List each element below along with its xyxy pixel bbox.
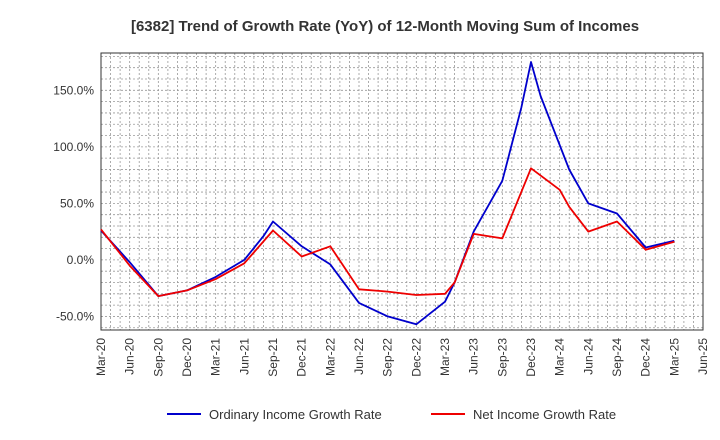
x-tick-label: Sep-21 <box>266 338 280 377</box>
x-tick-label: Mar-25 <box>667 338 681 376</box>
y-tick-label: 150.0% <box>53 83 94 97</box>
x-tick-label: Mar-23 <box>438 338 452 376</box>
x-tick-label: Dec-23 <box>524 338 538 377</box>
x-tick-label: Dec-22 <box>409 338 423 377</box>
legend-label: Ordinary Income Growth Rate <box>209 407 382 422</box>
x-tick-label: Dec-24 <box>639 338 653 377</box>
y-tick-label: -50.0% <box>56 309 94 323</box>
y-axis: 150.0% 100.0% 50.0% 0.0% -50.0% <box>53 83 94 323</box>
x-tick-label: Sep-24 <box>610 338 624 377</box>
series-line-net-income <box>100 167 675 298</box>
x-tick-label: Dec-20 <box>180 338 194 377</box>
y-tick-label: 50.0% <box>60 196 94 210</box>
legend-label: Net Income Growth Rate <box>473 407 616 422</box>
x-tick-label: Jun-24 <box>581 338 595 375</box>
legend: Ordinary Income Growth Rate Net Income Gr… <box>167 407 616 422</box>
x-tick-label: Sep-20 <box>151 338 165 377</box>
x-tick-label: Dec-21 <box>295 338 309 377</box>
series-group <box>100 61 675 326</box>
x-tick-label: Sep-23 <box>495 338 509 377</box>
x-tick-label: Jun-23 <box>467 338 481 375</box>
y-tick-label: 100.0% <box>53 140 94 154</box>
x-tick-label: Jun-25 <box>696 338 710 375</box>
x-tick-label: Jun-22 <box>352 338 366 375</box>
x-tick-label: Jun-20 <box>123 338 137 375</box>
plot-frame <box>100 52 704 331</box>
x-tick-label: Mar-20 <box>94 338 108 376</box>
x-tick-label: Mar-22 <box>323 338 337 376</box>
y-tick-label: 0.0% <box>67 253 95 267</box>
x-tick-label: Sep-22 <box>381 338 395 377</box>
x-tick-label: Mar-21 <box>209 338 223 376</box>
grid <box>101 53 703 330</box>
x-axis: Mar-20 Jun-20 Sep-20 Dec-20 Mar-21 Jun-21 Sep-… <box>94 338 710 377</box>
chart-title: [6382] Trend of Growth Rate (YoY) of 12-… <box>131 18 639 35</box>
x-tick-label: Mar-24 <box>553 338 567 376</box>
x-tick-label: Jun-21 <box>237 338 251 375</box>
series-line-ordinary-income <box>100 61 675 326</box>
